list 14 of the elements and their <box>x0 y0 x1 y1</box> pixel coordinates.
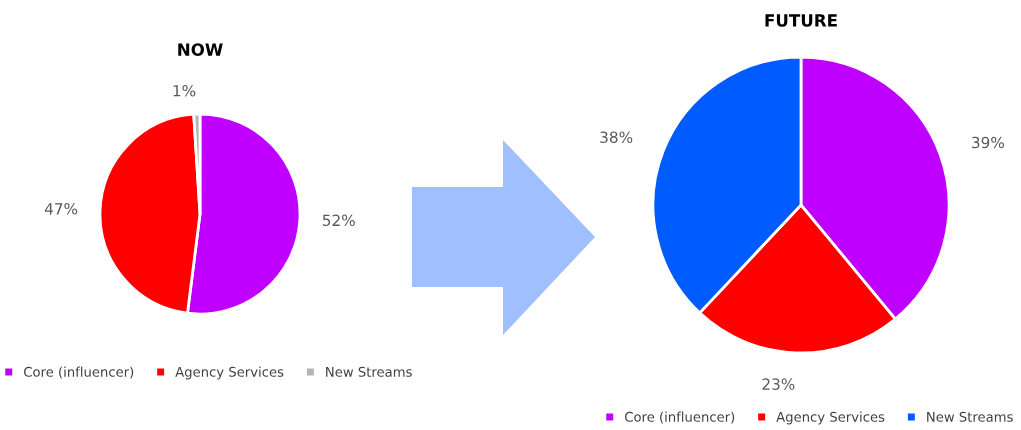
chart-title: FUTURE <box>765 14 837 27</box>
legend-label: Agency Services <box>776 411 885 425</box>
legend-label: Core (influencer) <box>24 366 134 379</box>
legend-label: New Streams <box>927 411 1013 422</box>
legend-label: Agency Services <box>175 366 284 380</box>
data-label: 23% <box>762 378 795 390</box>
legend-label: Core (influencer) <box>625 411 735 424</box>
data-label: 39% <box>972 136 1004 149</box>
chart-title: NOW <box>178 43 223 56</box>
data-label: 47% <box>44 203 78 215</box>
legend-label: New Streams <box>326 366 412 377</box>
data-label: 52% <box>322 214 355 227</box>
data-label: 1% <box>173 84 196 97</box>
data-label: 38% <box>600 131 633 143</box>
